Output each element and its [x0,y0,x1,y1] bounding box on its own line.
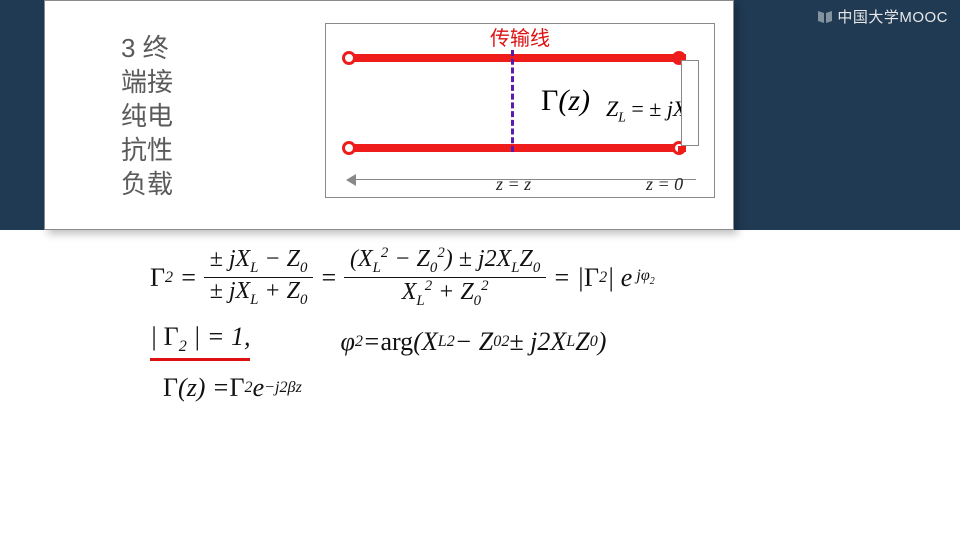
section-heading: 3 终端接纯电抗性负载 [121,31,181,201]
fraction-2: (XL2 − Z02) ± j2XLZ0 XL2 + Z02 [344,245,546,310]
fraction-1: ± jXL − Z0 ± jXL + Z0 [204,246,314,309]
reference-plane-dashed [511,50,514,152]
watermark-text: 中国大学MOOC [837,6,948,27]
load-lead-bottom [678,146,686,152]
axis-arrowhead-icon [346,174,356,186]
header-zone: 中国大学MOOC 3 终端接纯电抗性负载 传输线 Γ(z) ZL = ± jXL [0,0,960,230]
axis-label-z0: z = 0 [646,174,683,195]
axis-label-zz: z = z [496,174,531,195]
diagram-title: 传输线 [490,22,550,51]
equations-block: Γ2 = ± jXL − Z0 ± jXL + Z0 = (XL2 − Z02)… [150,245,870,415]
gamma2-magnitude-highlight: | Γ2 | = 1, [150,322,250,361]
load-resistor-icon [681,60,699,146]
port-top-left [342,51,356,65]
slide-card: 3 终端接纯电抗性负载 传输线 Γ(z) ZL = ± jXL [44,0,734,230]
book-icon [817,10,833,24]
transmission-line-diagram: 传输线 Γ(z) ZL = ± jXL z = z z = 0 [325,23,715,198]
gamma-of-z-label: Γ(z) [541,84,590,118]
equation-gamma-of-z: Γ(z) = Γ2 e−j2βz [150,373,870,403]
equation-gamma2-definition: Γ2 = ± jXL − Z0 ± jXL + Z0 = (XL2 − Z02)… [150,245,870,310]
watermark: 中国大学MOOC [817,6,948,27]
port-bottom-left [342,141,356,155]
load-lead-top [678,54,686,60]
equation-magnitude-phase: | Γ2 | = 1, φ2 = arg(XL2 − Z02 ± j2XLZ0) [150,322,870,361]
